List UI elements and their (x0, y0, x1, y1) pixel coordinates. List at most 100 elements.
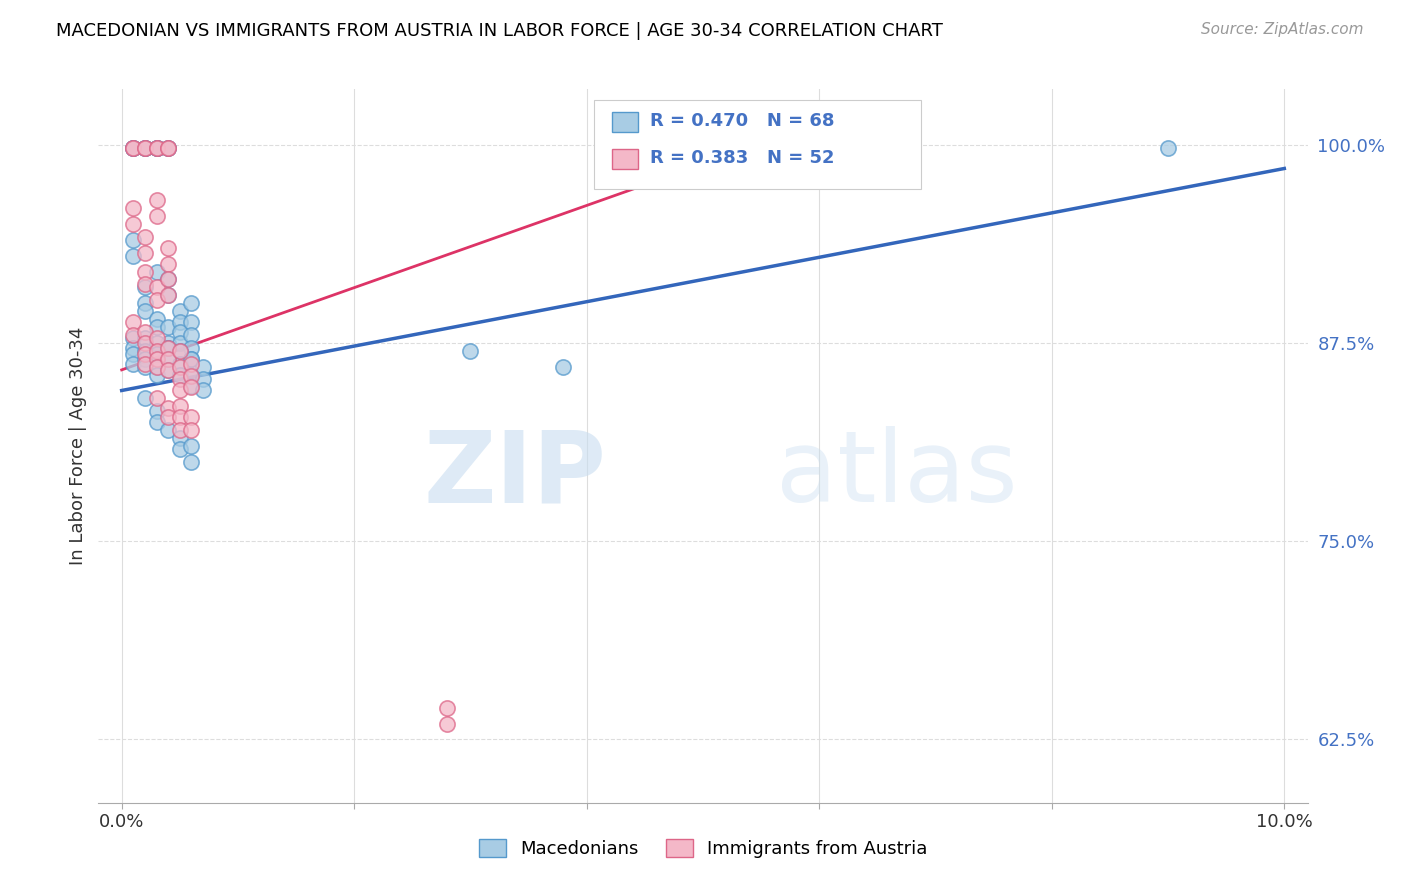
Point (157, 363, 180, 377)
Text: R = 0.470   N = 68: R = 0.470 N = 68 (650, 112, 834, 130)
Point (157, 141, 180, 155)
Point (157, 288, 180, 302)
Point (122, 331, 145, 345)
Point (169, 372, 191, 386)
Text: MACEDONIAN VS IMMIGRANTS FROM AUSTRIA IN LABOR FORCE | AGE 30-34 CORRELATION CHA: MACEDONIAN VS IMMIGRANTS FROM AUSTRIA IN… (56, 22, 943, 40)
Point (157, 141, 180, 155)
Point (134, 141, 156, 155)
Point (169, 335, 191, 350)
Point (145, 293, 167, 307)
Point (436, 700, 458, 714)
Point (145, 331, 167, 345)
Point (134, 245, 156, 260)
Point (145, 141, 167, 155)
Point (134, 359, 156, 374)
FancyBboxPatch shape (595, 100, 921, 189)
Point (169, 431, 191, 445)
Point (157, 257, 180, 271)
Point (169, 368, 191, 382)
Point (180, 341, 202, 355)
Point (157, 341, 180, 355)
Point (145, 312, 167, 326)
Point (180, 315, 202, 329)
Point (145, 351, 167, 366)
Point (180, 455, 202, 469)
Point (157, 351, 180, 366)
Point (169, 410, 191, 425)
Point (180, 351, 202, 366)
Point (145, 141, 167, 155)
Point (157, 272, 180, 286)
Point (169, 315, 191, 329)
Point (157, 320, 180, 334)
Point (180, 369, 202, 384)
Point (169, 357, 191, 371)
FancyBboxPatch shape (613, 149, 638, 169)
Point (145, 264, 167, 278)
Point (180, 351, 202, 366)
Point (180, 423, 202, 437)
Point (145, 343, 167, 358)
Point (157, 272, 180, 286)
Point (169, 343, 191, 358)
Point (157, 363, 180, 377)
Text: atlas: atlas (776, 426, 1017, 523)
Point (157, 288, 180, 302)
Point (145, 368, 167, 382)
Point (191, 384, 214, 398)
Point (157, 141, 180, 155)
Point (145, 415, 167, 429)
Point (145, 280, 167, 294)
Point (180, 410, 202, 425)
Point (122, 328, 145, 343)
Point (122, 201, 145, 215)
Point (169, 423, 191, 437)
Point (122, 217, 145, 231)
Point (169, 304, 191, 318)
Point (145, 359, 167, 374)
Point (180, 378, 202, 392)
Point (145, 141, 167, 155)
Point (134, 347, 156, 361)
Text: R = 0.383   N = 52: R = 0.383 N = 52 (650, 149, 834, 167)
Point (180, 296, 202, 310)
Point (145, 392, 167, 406)
Point (134, 280, 156, 294)
Point (134, 141, 156, 155)
Point (145, 347, 167, 361)
Point (145, 320, 167, 334)
Point (134, 264, 156, 278)
Point (134, 325, 156, 339)
Point (157, 341, 180, 355)
Point (122, 315, 145, 329)
Point (145, 209, 167, 223)
Point (134, 277, 156, 292)
Legend: Macedonians, Immigrants from Austria: Macedonians, Immigrants from Austria (471, 831, 935, 865)
Point (122, 233, 145, 247)
Point (122, 249, 145, 263)
Point (134, 343, 156, 358)
Point (180, 368, 202, 382)
Point (157, 241, 180, 255)
Text: Source: ZipAtlas.com: Source: ZipAtlas.com (1201, 22, 1364, 37)
Point (145, 141, 167, 155)
Point (134, 331, 156, 345)
Point (134, 141, 156, 155)
Point (180, 357, 202, 371)
Point (122, 357, 145, 371)
Point (134, 357, 156, 371)
Point (122, 141, 145, 155)
Point (157, 141, 180, 155)
Point (1157, 141, 1180, 155)
Point (145, 193, 167, 207)
Point (157, 341, 180, 355)
Point (134, 335, 156, 350)
Point (122, 141, 145, 155)
Point (122, 341, 145, 355)
Point (436, 716, 458, 731)
Point (157, 410, 180, 425)
Point (122, 347, 145, 361)
Point (134, 304, 156, 318)
Point (122, 141, 145, 155)
Point (145, 141, 167, 155)
